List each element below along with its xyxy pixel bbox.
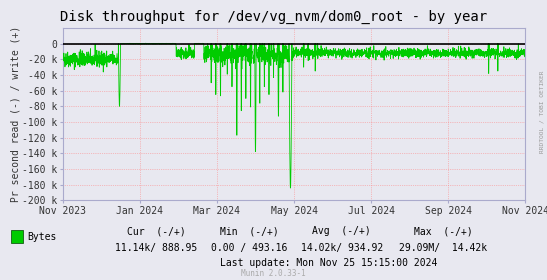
Text: Min  (-/+): Min (-/+) (219, 226, 278, 236)
Text: Avg  (-/+): Avg (-/+) (312, 226, 371, 236)
Text: 14.02k/ 934.92: 14.02k/ 934.92 (301, 243, 383, 253)
Text: Munin 2.0.33-1: Munin 2.0.33-1 (241, 269, 306, 278)
Text: Bytes: Bytes (27, 232, 57, 242)
Text: 0.00 / 493.16: 0.00 / 493.16 (211, 243, 287, 253)
Text: 29.09M/  14.42k: 29.09M/ 14.42k (399, 243, 487, 253)
Text: Disk throughput for /dev/vg_nvm/dom0_root - by year: Disk throughput for /dev/vg_nvm/dom0_roo… (60, 10, 487, 24)
Text: Cur  (-/+): Cur (-/+) (126, 226, 185, 236)
Text: 11.14k/ 888.95: 11.14k/ 888.95 (115, 243, 197, 253)
Text: Max  (-/+): Max (-/+) (414, 226, 473, 236)
Text: RRDTOOL / TOBI OETIKER: RRDTOOL / TOBI OETIKER (539, 71, 544, 153)
Text: Last update: Mon Nov 25 15:15:00 2024: Last update: Mon Nov 25 15:15:00 2024 (219, 258, 437, 268)
Y-axis label: Pr second read (-) / write (+): Pr second read (-) / write (+) (11, 26, 21, 202)
